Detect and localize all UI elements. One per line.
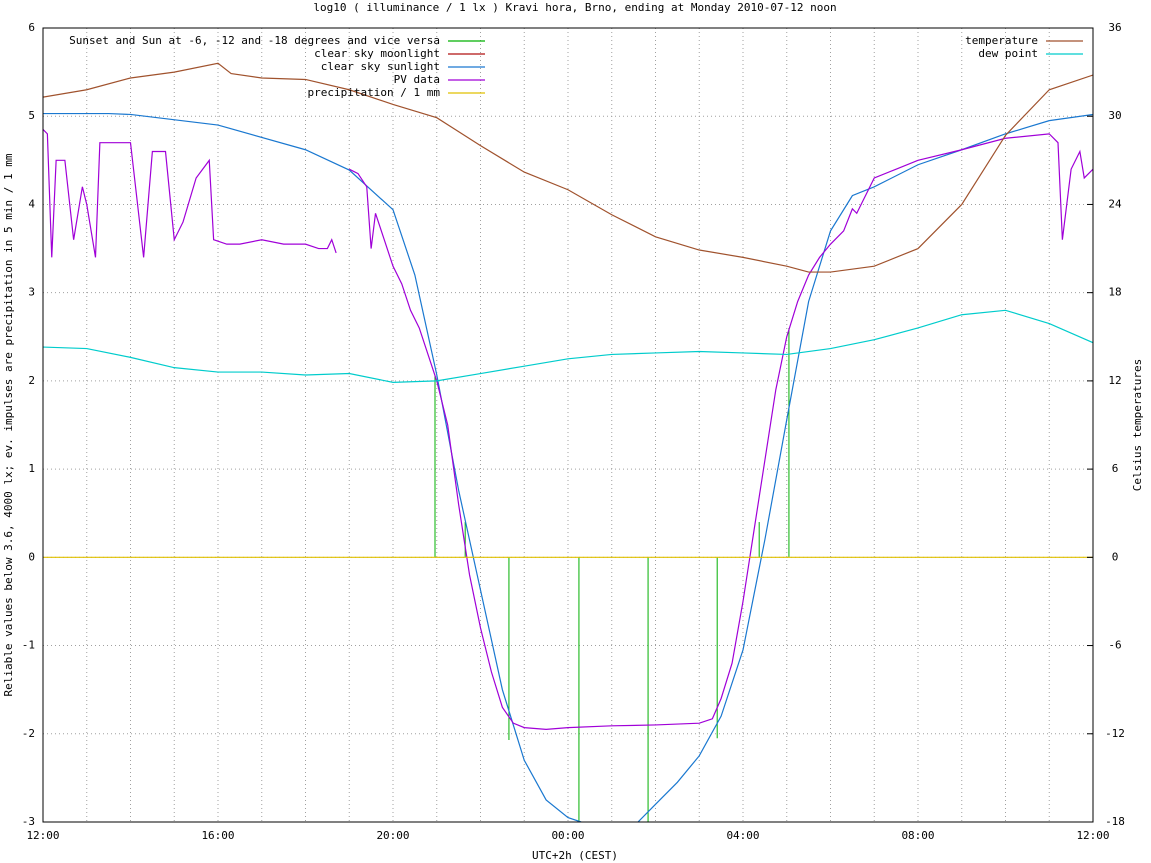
series-line: [43, 309, 1093, 383]
x-tick-label: 08:00: [901, 829, 934, 842]
series-line: [348, 133, 1093, 730]
y-tick-label: 3: [28, 286, 35, 299]
series-line: [43, 129, 337, 258]
y-tick-label: -1: [22, 639, 35, 652]
y2-tick-label: 30: [1108, 109, 1121, 122]
y-tick-label: 2: [28, 374, 35, 387]
plot-area: [43, 62, 1093, 822]
y-tick-label: 0: [28, 550, 35, 563]
x-tick-label: 16:00: [201, 829, 234, 842]
x-tick-label: 12:00: [26, 829, 59, 842]
y2-axis-label: Celsius temperatures: [1131, 359, 1144, 491]
chart-title: log10 ( illuminance / 1 lx ) Kravi hora,…: [313, 1, 836, 14]
x-tick-label: 00:00: [551, 829, 584, 842]
grid: [42, 27, 1094, 823]
legend-label: Sunset and Sun at -6, -12 and -18 degree…: [69, 34, 440, 47]
legend-label: PV data: [394, 73, 440, 86]
legend-label: clear sky sunlight: [321, 60, 440, 73]
series-line: [637, 113, 1093, 822]
y-tick-label: 6: [28, 21, 35, 34]
y2-tick-label: 36: [1108, 21, 1121, 34]
y2-tick-label: 24: [1108, 197, 1122, 210]
y2-tick-label: -18: [1105, 815, 1125, 828]
plot-border: [42, 27, 1094, 823]
series-line: [43, 112, 582, 822]
y2-tick-label: 18: [1108, 286, 1121, 299]
x-tick-label: 20:00: [376, 829, 409, 842]
x-tick-label: 04:00: [726, 829, 759, 842]
legend-label: precipitation / 1 mm: [308, 86, 441, 99]
legend-label: temperature: [965, 34, 1038, 47]
x-axis-label: UTC+2h (CEST): [532, 849, 618, 862]
y2-tick-label: -6: [1108, 639, 1121, 652]
y-tick-label: -3: [22, 815, 35, 828]
y2-tick-label: 12: [1108, 374, 1121, 387]
y-tick-label: -2: [22, 727, 35, 740]
x-tick-label: 12:00: [1076, 829, 1109, 842]
y2-tick-label: -12: [1105, 727, 1125, 740]
y-tick-label: 1: [28, 462, 35, 475]
legend-label: dew point: [978, 47, 1038, 60]
y-tick-label: 5: [28, 109, 35, 122]
y2-tick-label: 6: [1112, 462, 1119, 475]
legend-label: clear sky moonlight: [314, 47, 440, 60]
y2-tick-label: 0: [1112, 550, 1119, 563]
y-axis-label: Reliable values below 3.6, 4000 lx; ev. …: [2, 153, 15, 696]
series-line: [43, 62, 1093, 273]
y-tick-label: 4: [28, 197, 35, 210]
